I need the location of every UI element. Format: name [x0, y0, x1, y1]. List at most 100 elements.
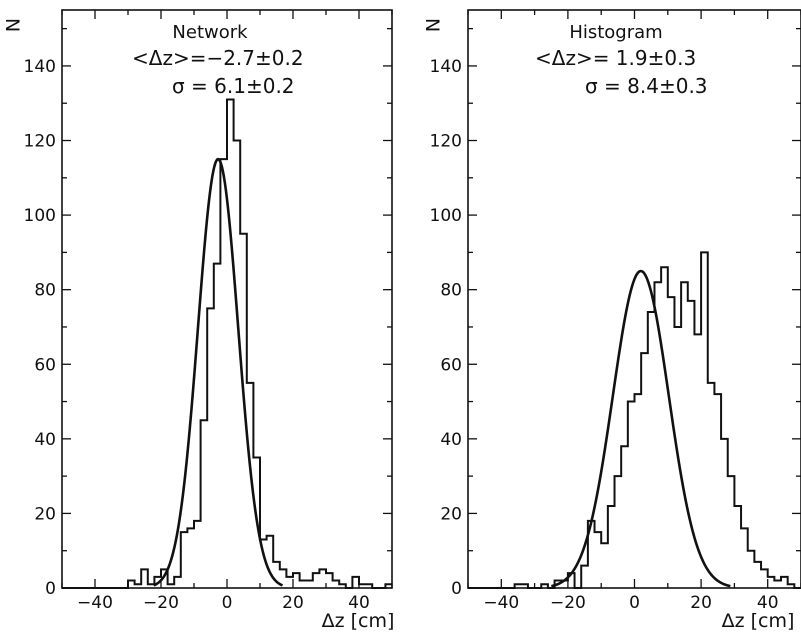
histogram-bin [641, 353, 648, 588]
y-axis-label: N [421, 18, 443, 32]
histogram-bin [174, 577, 181, 588]
y-tick-label: 60 [440, 355, 462, 375]
histogram-bin [300, 581, 307, 588]
y-tick-label: 140 [430, 57, 462, 77]
histogram-bin [608, 506, 615, 588]
histogram-bin [768, 577, 775, 588]
histogram-bin [681, 282, 688, 588]
histogram-bin [635, 394, 642, 588]
histogram-bin [293, 573, 300, 588]
gaussian-fit-curve [153, 157, 284, 587]
x-tick-label: −20 [143, 593, 179, 613]
histogram-bin [601, 543, 608, 588]
x-tick-label: −40 [483, 593, 519, 613]
histogram-bin [313, 573, 320, 588]
histogram-outline [62, 98, 392, 589]
y-tick-label: 120 [430, 132, 462, 152]
y-tick-label: 20 [34, 504, 56, 524]
histogram-bin [168, 584, 175, 588]
x-axis-label: Δz [cm] [322, 610, 395, 632]
histogram-bin [581, 566, 588, 588]
histogram-bin [267, 536, 274, 588]
panel-title: Histogram [569, 22, 662, 43]
histogram-bin [621, 446, 628, 588]
x-tick-label: 40 [348, 593, 370, 613]
histogram-bin [595, 532, 602, 588]
histogram-bin [761, 569, 768, 588]
histogram-bin [714, 394, 721, 588]
histogram-bin [339, 584, 346, 588]
y-tick-label: 100 [24, 206, 56, 226]
sigma-stat: σ = 8.4±0.3 [585, 74, 708, 98]
histogram-bin [781, 577, 788, 588]
histogram-bin [774, 581, 781, 588]
histogram-bin [326, 573, 333, 588]
y-axis-label: N [1, 18, 23, 32]
histogram-bin [748, 551, 755, 588]
x-tick-label: −40 [77, 593, 113, 613]
histogram-bin [661, 267, 668, 588]
x-tick-label: 40 [757, 593, 779, 613]
histogram-bin [141, 569, 148, 588]
panel-network: Network <Δz>=−2.7±0.2 σ = 6.1±0.2 N Δz [… [1, 9, 395, 632]
histogram-series [468, 251, 801, 589]
y-tick-label: 140 [24, 57, 56, 77]
histogram-bin [234, 141, 241, 588]
histogram-bin [788, 584, 795, 588]
y-tick-label: 120 [24, 132, 56, 152]
histogram-bin [541, 584, 548, 588]
mean-stat: <Δz>= 1.9±0.3 [535, 46, 696, 70]
x-tick-label: 0 [629, 593, 640, 613]
histogram-series [62, 98, 392, 589]
x-tick-label: 20 [282, 593, 304, 613]
histogram-outline [468, 251, 801, 589]
y-tick-label: 20 [440, 504, 462, 524]
histogram-bin [688, 301, 695, 588]
histogram-bin [352, 577, 359, 588]
histogram-bin [135, 584, 142, 588]
histogram-bin [286, 577, 293, 588]
y-tick-label: 0 [451, 579, 462, 599]
histogram-bin [214, 264, 221, 588]
histogram-bin [366, 584, 373, 588]
histogram-bin [668, 297, 675, 588]
y-tick-label: 40 [440, 430, 462, 450]
histogram-bin [728, 476, 735, 588]
histogram-bin [734, 506, 741, 588]
y-tick-label: 80 [440, 281, 462, 301]
panel-title: Network [172, 22, 248, 43]
x-tick-label: 20 [690, 593, 712, 613]
y-tick-label: 0 [45, 579, 56, 599]
y-tick-label: 40 [34, 430, 56, 450]
histogram-bin [201, 420, 208, 588]
histogram-bin [628, 402, 635, 588]
panel-histogram: Histogram <Δz>= 1.9±0.3 σ = 8.4±0.3 N Δz… [421, 9, 801, 632]
histogram-bin [721, 439, 728, 588]
histogram-bin [515, 584, 522, 588]
y-tick-label: 100 [430, 206, 462, 226]
x-tick-label: −20 [550, 593, 586, 613]
x-axis-label: Δz [cm] [722, 610, 795, 632]
histogram-bin [306, 581, 313, 588]
histogram-bin [187, 528, 194, 588]
histogram-bin [333, 581, 340, 588]
histogram-bin [128, 581, 135, 588]
histogram-bin [227, 99, 234, 588]
histogram-bin [194, 521, 201, 588]
histogram-bin [359, 584, 366, 588]
histogram-bin [708, 383, 715, 588]
histogram-bin [385, 584, 392, 588]
histogram-bin [207, 308, 214, 588]
histogram-bin [754, 562, 761, 588]
mean-stat: <Δz>=−2.7±0.2 [132, 46, 304, 70]
histogram-bin [741, 528, 748, 588]
histogram-bin [615, 476, 622, 588]
histogram-bin [319, 569, 326, 588]
histogram-bin [181, 532, 188, 588]
y-tick-label: 60 [34, 355, 56, 375]
histogram-bin [521, 584, 528, 588]
x-tick-label: 0 [222, 593, 233, 613]
histogram-bin [220, 159, 227, 588]
y-tick-label: 80 [34, 281, 56, 301]
